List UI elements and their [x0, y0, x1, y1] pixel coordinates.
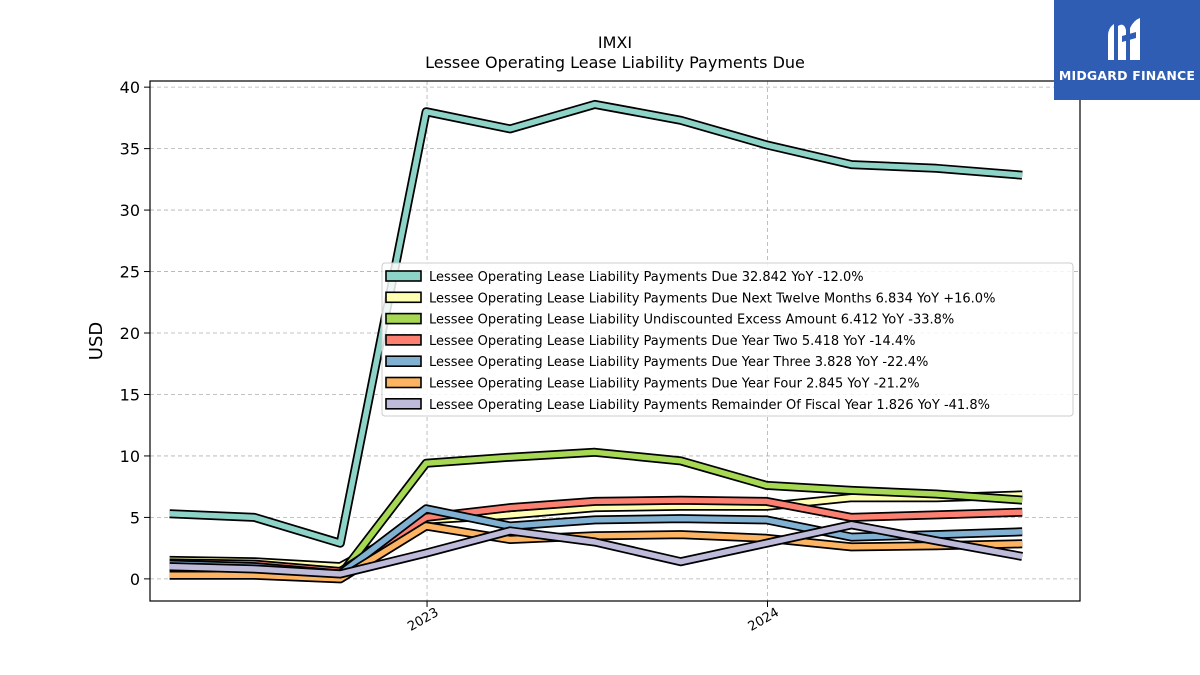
chart-subtitle: Lessee Operating Lease Liability Payment…	[425, 53, 805, 72]
y-tick-label: 5	[130, 508, 140, 527]
logo-text: MIDGARD FINANCE	[1058, 68, 1196, 83]
series-line-stroke	[169, 522, 1023, 577]
legend: Lessee Operating Lease Liability Payment…	[381, 262, 1074, 417]
legend-label: Lessee Operating Lease Liability Payment…	[429, 355, 928, 370]
midgard-logo-icon	[1108, 18, 1140, 61]
midgard-finance-logo: MIDGARD FINANCE	[1054, 0, 1200, 100]
series-line	[169, 520, 1024, 579]
series-line-stroke	[169, 523, 1023, 582]
series-line	[169, 99, 1023, 548]
legend-label: Lessee Operating Lease Liability Payment…	[429, 334, 915, 349]
plot-frame	[149, 80, 1081, 602]
legend-swatch	[385, 334, 422, 346]
y-tick-label: 15	[120, 385, 140, 404]
y-tick-label: 0	[130, 570, 140, 589]
legend-swatch	[385, 270, 422, 282]
y-axis-label: USD	[86, 322, 107, 360]
series-line	[169, 521, 1023, 584]
y-tick-label: 25	[120, 263, 140, 282]
legend-swatch	[385, 312, 422, 325]
chart-title: IMXI	[598, 33, 632, 52]
legend-swatch	[385, 397, 422, 410]
legend-label: Lessee Operating Lease Liability Payment…	[429, 398, 990, 413]
y-tick-label: 35	[120, 140, 140, 159]
legend-label: Lessee Operating Lease Liability Payment…	[429, 270, 864, 285]
legend-box	[381, 262, 1074, 417]
series-lines	[169, 99, 1024, 584]
y-tick-label: 40	[120, 78, 140, 97]
y-tick-label: 20	[120, 324, 140, 343]
legend-swatch	[385, 376, 422, 389]
legend-swatch	[385, 355, 422, 368]
legend-label: Lessee Operating Lease Liability Payment…	[429, 291, 995, 306]
y-tick-label: 30	[120, 201, 140, 220]
legend-label: Lessee Operating Lease Liability Payment…	[429, 377, 920, 392]
series-line-stroke	[169, 101, 1023, 546]
y-tick-label: 10	[120, 447, 140, 466]
x-tick-label: 2024	[746, 605, 782, 635]
legend-swatch	[385, 291, 422, 304]
legend-label: Lessee Operating Lease Liability Undisco…	[429, 313, 954, 328]
x-tick-label: 2023	[405, 605, 441, 635]
